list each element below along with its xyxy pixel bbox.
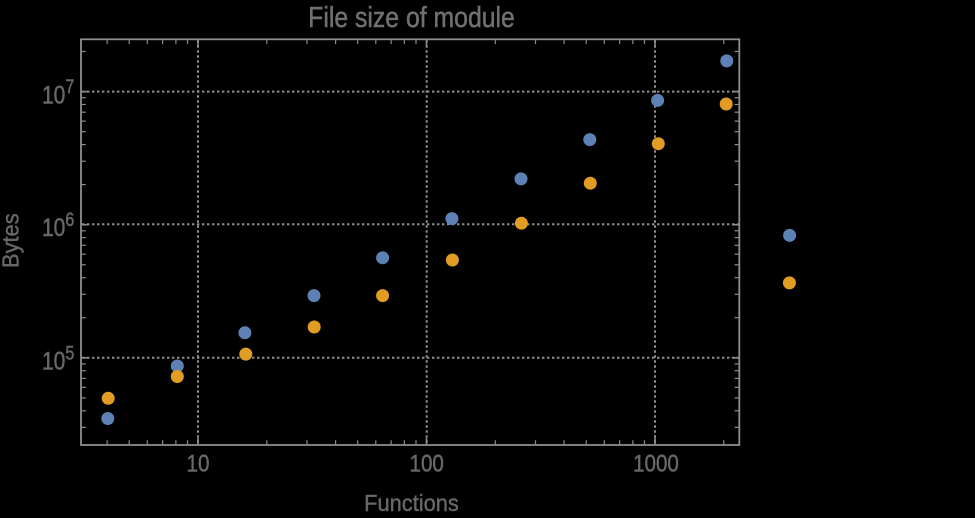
svg-text:10: 10 bbox=[187, 450, 210, 477]
svg-text:File size of module: File size of module bbox=[308, 1, 515, 33]
svg-text:1000: 1000 bbox=[633, 450, 679, 477]
svg-text:Bytes: Bytes bbox=[0, 213, 24, 268]
svg-text:Functions: Functions bbox=[364, 490, 459, 513]
svg-text:100: 100 bbox=[410, 450, 444, 477]
